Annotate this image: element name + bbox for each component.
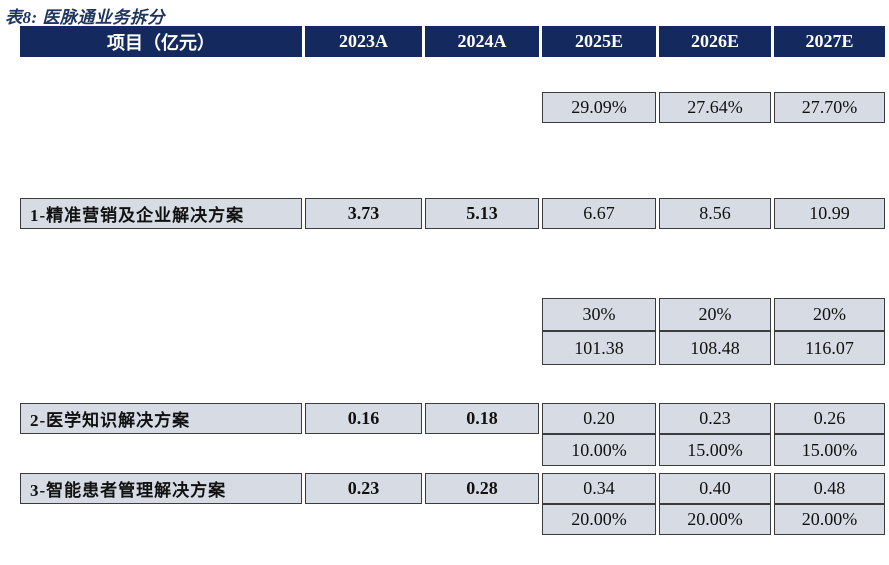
- table-cell: 5.13: [425, 198, 539, 229]
- table-cell: 3.73: [305, 198, 422, 229]
- table-cell: 20%: [659, 298, 771, 331]
- table-title: 表8: 医脉通业务拆分: [5, 8, 165, 27]
- header-cell: 2024A: [425, 26, 539, 57]
- table-cell: 0.34: [542, 473, 656, 504]
- table-cell: 20.00%: [542, 504, 656, 535]
- table-cell: 8.56: [659, 198, 771, 229]
- table-cell: 101.38: [542, 331, 656, 365]
- table-cell: 108.48: [659, 331, 771, 365]
- table-cell: 0.16: [305, 403, 422, 434]
- table-cell: 0.23: [659, 403, 771, 434]
- table-cell: 20%: [774, 298, 885, 331]
- header-cell: 项目（亿元）: [20, 26, 302, 57]
- table-cell: 0.28: [425, 473, 539, 504]
- table-cell: 20.00%: [659, 504, 771, 535]
- table-cell: 15.00%: [659, 434, 771, 466]
- header-cell: 2026E: [659, 26, 771, 57]
- table-cell: 6.67: [542, 198, 656, 229]
- table-cell: 0.48: [774, 473, 885, 504]
- row-label-cell: 2-医学知识解决方案: [20, 403, 302, 434]
- table-cell: 0.26: [774, 403, 885, 434]
- table-cell: 0.20: [542, 403, 656, 434]
- table-cell: 29.09%: [542, 92, 656, 123]
- table-cell: 20.00%: [774, 504, 885, 535]
- table-cell: 27.64%: [659, 92, 771, 123]
- table-cell: 27.70%: [774, 92, 885, 123]
- row-label-cell: 1-精准营销及企业解决方案: [20, 198, 302, 229]
- table-cell: 116.07: [774, 331, 885, 365]
- table-cell: 0.40: [659, 473, 771, 504]
- table-cell: 10.00%: [542, 434, 656, 466]
- header-cell: 2027E: [774, 26, 885, 57]
- table-cell: 0.23: [305, 473, 422, 504]
- table-cell: 10.99: [774, 198, 885, 229]
- row-label-cell: 3-智能患者管理解决方案: [20, 473, 302, 504]
- table-cell: 30%: [542, 298, 656, 331]
- header-cell: 2025E: [542, 26, 656, 57]
- header-cell: 2023A: [305, 26, 422, 57]
- table-cell: 15.00%: [774, 434, 885, 466]
- table-cell: 0.18: [425, 403, 539, 434]
